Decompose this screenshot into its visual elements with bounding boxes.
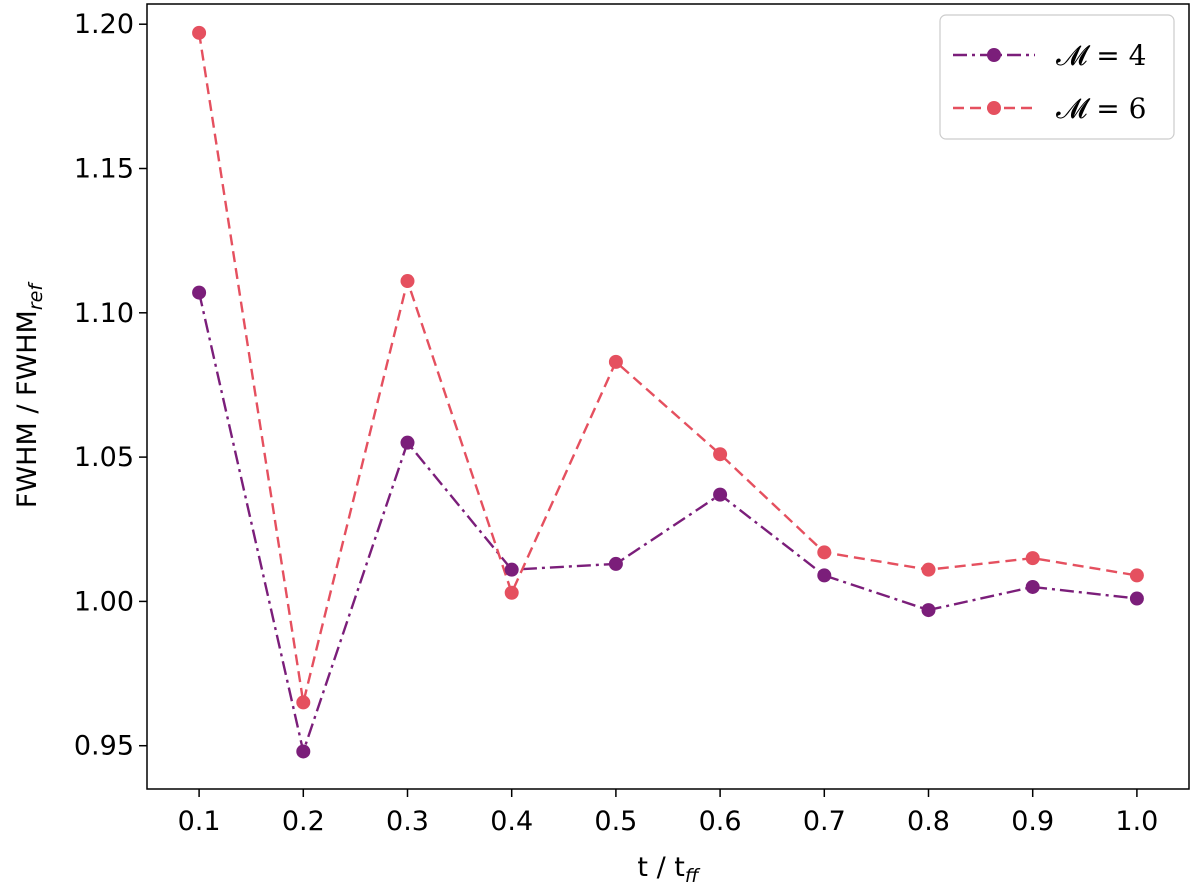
legend-label-series-1: 𝓜 = 4	[1056, 39, 1146, 72]
x-axis-label: t / tff	[637, 852, 700, 887]
legend-marker-series-1	[987, 48, 1001, 62]
y-tick-label: 1.10	[74, 298, 134, 329]
x-tick-label: 0.3	[386, 806, 429, 837]
y-axis: 0.95 1.00 1.05 1.10 1.15 1.20	[74, 9, 147, 762]
series-1-point	[608, 556, 623, 571]
x-tick-label: 1.0	[1115, 806, 1158, 837]
x-tick-label: 0.6	[699, 806, 742, 837]
series-2-point	[296, 695, 311, 710]
series-1-point	[817, 568, 832, 583]
y-tick-label: 0.95	[74, 731, 134, 762]
series-line-1	[197, 292, 1138, 756]
series-2-point	[192, 25, 207, 40]
legend: 𝓜 = 4 𝓜 = 6	[939, 14, 1175, 140]
series-2-point	[400, 274, 415, 289]
series-1-point	[504, 562, 519, 577]
x-tick-label: 0.1	[178, 806, 221, 837]
legend-marker-series-2	[987, 101, 1001, 115]
series-1-point	[1025, 579, 1040, 594]
series-1-point	[192, 285, 207, 300]
series-1-point	[296, 744, 311, 759]
series-2-point	[504, 585, 519, 600]
x-tick-label: 0.7	[803, 806, 846, 837]
series-2-point	[1129, 568, 1144, 583]
x-axis: 0.1 0.2 0.3 0.4 0.5 0.6 0.7 0.8 0.9 1.0	[178, 789, 1158, 837]
plot-lines	[197, 32, 1138, 756]
y-tick-label: 1.20	[74, 9, 134, 40]
series-2-point	[713, 447, 728, 462]
y-axis-label: FWHM / FWHMref	[12, 281, 47, 508]
series-1-point	[400, 435, 415, 450]
series-line-2	[197, 32, 1138, 703]
x-tick-label: 0.5	[594, 806, 637, 837]
y-tick-label: 1.00	[74, 586, 134, 617]
series-1-point	[1129, 591, 1144, 606]
plot-markers	[192, 25, 1144, 759]
plot-frame	[146, 3, 1190, 790]
series-2-point	[608, 354, 623, 369]
x-tick-label: 0.8	[907, 806, 950, 837]
x-tick-label: 0.2	[282, 806, 325, 837]
series-2-point	[1025, 551, 1040, 566]
legend-label-series-2: 𝓜 = 6	[1056, 92, 1146, 125]
series-2-point	[817, 545, 832, 560]
series-2-point	[921, 562, 936, 577]
series-1-point	[713, 487, 728, 502]
x-tick-label: 0.4	[490, 806, 533, 837]
y-tick-label: 1.15	[74, 154, 134, 185]
series-1-point	[921, 603, 936, 618]
x-tick-label: 0.9	[1011, 806, 1054, 837]
y-tick-label: 1.05	[74, 442, 134, 473]
